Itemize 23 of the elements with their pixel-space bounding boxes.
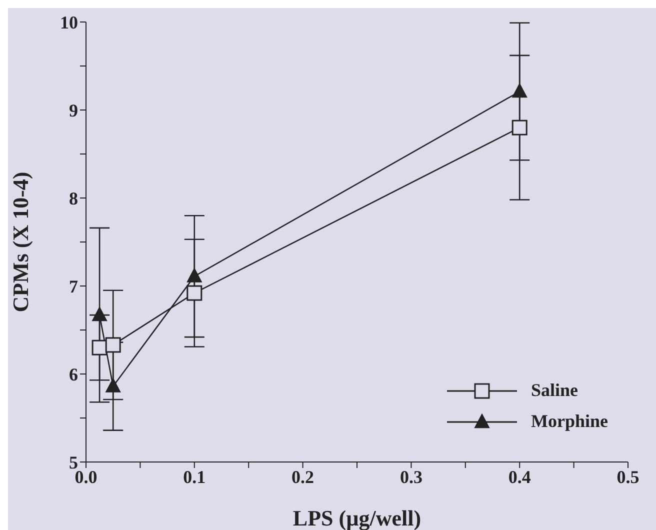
point bbox=[92, 306, 108, 322]
point bbox=[105, 337, 121, 353]
point bbox=[186, 268, 202, 282]
point bbox=[106, 378, 121, 392]
legend-label: Morphine bbox=[530, 411, 608, 432]
y-tick-label: 9 bbox=[69, 100, 78, 120]
point bbox=[512, 120, 528, 136]
x-tick-label: 0.5 bbox=[616, 466, 640, 487]
point bbox=[512, 83, 528, 98]
x-tick-label: 0.1 bbox=[183, 466, 206, 487]
point bbox=[92, 340, 108, 356]
x-axis-title: LPS (µg/well) bbox=[292, 506, 422, 530]
x-tick-label: 0.3 bbox=[400, 466, 422, 487]
x-tick-label: 0.4 bbox=[508, 466, 531, 487]
point bbox=[186, 285, 202, 301]
y-tick-label: 8 bbox=[69, 188, 78, 208]
legend-label: Saline bbox=[530, 380, 578, 401]
y-tick-label: 6 bbox=[69, 364, 78, 384]
y-tick-label: 5 bbox=[69, 452, 78, 472]
y-tick-label: 10 bbox=[60, 12, 78, 32]
y-tick-label: 7 bbox=[69, 276, 78, 296]
x-tick-label: 0.2 bbox=[292, 466, 314, 487]
y-axis-title: CPMs (X 10-4) bbox=[8, 172, 33, 312]
